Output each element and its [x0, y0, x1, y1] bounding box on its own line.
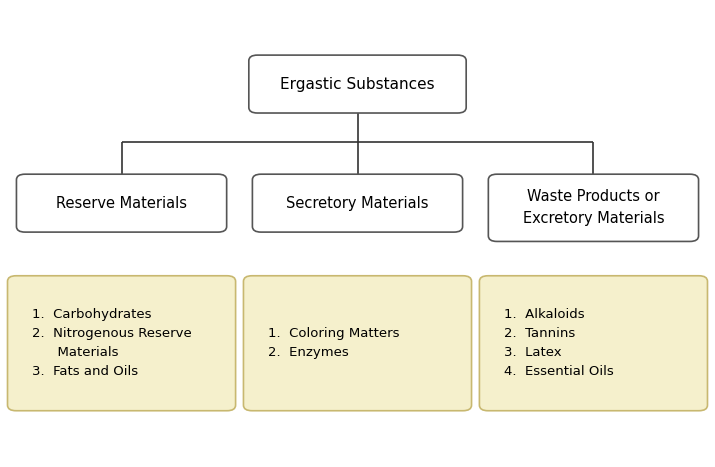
FancyBboxPatch shape — [252, 174, 463, 232]
Text: 1.  Carbohydrates
2.  Nitrogenous Reserve
      Materials
3.  Fats and Oils: 1. Carbohydrates 2. Nitrogenous Reserve … — [32, 308, 192, 378]
FancyBboxPatch shape — [249, 55, 466, 113]
Text: 1.  Alkaloids
2.  Tannins
3.  Latex
4.  Essential Oils: 1. Alkaloids 2. Tannins 3. Latex 4. Esse… — [503, 308, 613, 378]
FancyBboxPatch shape — [488, 174, 699, 241]
FancyBboxPatch shape — [16, 174, 227, 232]
FancyBboxPatch shape — [243, 276, 472, 411]
Text: Waste Products or
Excretory Materials: Waste Products or Excretory Materials — [523, 189, 664, 226]
Text: Secretory Materials: Secretory Materials — [286, 196, 429, 211]
Text: Reserve Materials: Reserve Materials — [56, 196, 187, 211]
Text: Ergastic Substances: Ergastic Substances — [280, 77, 435, 92]
FancyBboxPatch shape — [8, 276, 236, 411]
Text: 1.  Coloring Matters
2.  Enzymes: 1. Coloring Matters 2. Enzymes — [268, 327, 399, 359]
FancyBboxPatch shape — [479, 276, 708, 411]
